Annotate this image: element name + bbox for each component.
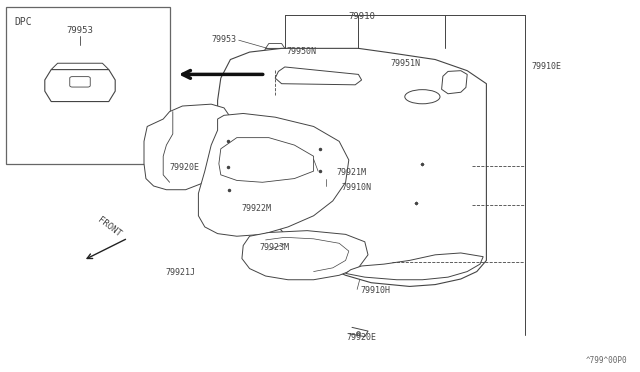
Bar xyxy=(6,7,170,164)
Polygon shape xyxy=(266,44,285,48)
Text: 79920E: 79920E xyxy=(347,333,377,342)
Polygon shape xyxy=(51,63,109,70)
Polygon shape xyxy=(198,113,349,236)
Polygon shape xyxy=(218,48,486,286)
Polygon shape xyxy=(262,48,288,70)
Polygon shape xyxy=(442,71,467,94)
Text: 79910: 79910 xyxy=(348,12,375,21)
FancyBboxPatch shape xyxy=(70,77,90,87)
Polygon shape xyxy=(346,253,483,280)
Text: 79951N: 79951N xyxy=(390,60,420,68)
Text: DPC: DPC xyxy=(14,17,32,27)
Text: 79920E: 79920E xyxy=(170,163,200,172)
Text: 79910N: 79910N xyxy=(342,183,372,192)
Text: 79922M: 79922M xyxy=(242,204,272,213)
Text: 79921J: 79921J xyxy=(165,268,195,277)
Polygon shape xyxy=(242,231,368,280)
Text: ^799^00P0: ^799^00P0 xyxy=(586,356,627,365)
Text: 79953: 79953 xyxy=(212,35,237,44)
Ellipse shape xyxy=(405,90,440,104)
Text: 79910H: 79910H xyxy=(360,286,390,295)
Text: FRONT: FRONT xyxy=(96,215,123,239)
Text: 79950N: 79950N xyxy=(287,47,317,56)
Text: 79921M: 79921M xyxy=(336,169,366,177)
Text: 79923M: 79923M xyxy=(260,243,290,252)
Polygon shape xyxy=(219,138,314,182)
Polygon shape xyxy=(275,67,362,85)
Text: 79953: 79953 xyxy=(67,26,93,35)
Text: 79910E: 79910E xyxy=(531,62,561,71)
Polygon shape xyxy=(144,104,230,190)
Polygon shape xyxy=(45,70,115,102)
